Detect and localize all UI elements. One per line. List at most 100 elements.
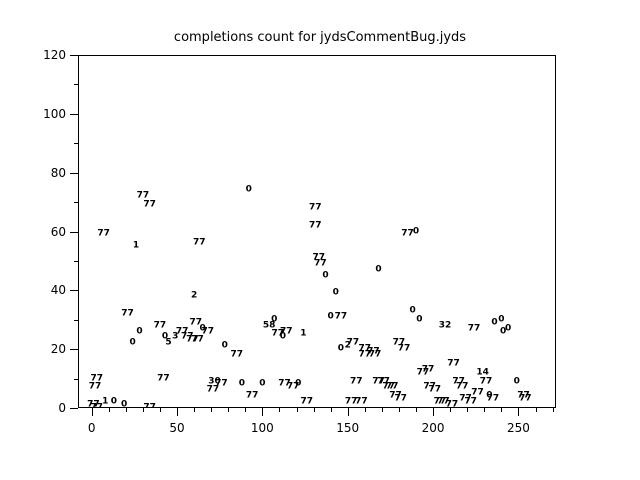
x-axis-minor-tick [467,408,469,412]
data-point: 77 [367,346,380,357]
y-axis-tick [70,290,78,292]
data-point: 77 [433,396,447,407]
y-axis-minor-tick [74,143,78,145]
data-point: 0 [120,399,128,408]
data-point: 77 [464,396,477,407]
data-point: 77 [157,373,170,384]
data-point: 77 [215,378,228,389]
y-axis-tick [70,172,78,174]
data-point: 77 [382,381,395,392]
x-axis-minor-tick [552,408,554,412]
data-point: 77 [206,384,220,395]
data-point: 77 [97,228,110,239]
data-point: 0 [332,287,339,298]
data-point: 0 [136,326,143,337]
y-axis-minor-tick [74,319,78,321]
y-axis-tick-label: 0 [58,401,66,415]
data-point: 0 [498,314,505,325]
data-point: 77 [278,378,291,389]
data-point: 0 [409,305,416,316]
data-point: 77 [368,349,382,360]
data-point: 0 [513,376,520,387]
data-point: 77 [312,252,325,263]
data-point: 77 [421,364,435,375]
x-axis-minor-tick [194,408,196,412]
data-point: 77 [245,390,259,401]
data-point: 58 [262,320,276,331]
data-point: 77 [344,396,358,407]
data-point: 77 [479,376,493,387]
x-axis-tick [347,408,349,416]
x-axis-minor-tick [296,408,298,412]
x-axis-tick [262,408,264,416]
data-point: 77 [334,311,348,322]
data-point: 0 [238,378,246,389]
data-point: 0 [259,378,266,389]
x-axis-minor-tick [450,408,452,412]
data-point: 14 [476,367,489,378]
data-point: 0 [161,331,169,342]
data-point: 77 [389,390,402,401]
data-point: 77 [486,393,500,404]
data-point: 32 [438,320,452,331]
x-axis-minor-tick [398,408,400,412]
data-point: 77 [88,381,102,392]
data-point: 0 [327,311,334,322]
x-axis-tick-label: 150 [336,421,360,435]
data-point: 77 [271,328,284,339]
data-point: 0 [412,226,420,236]
data-point: 77 [467,323,481,334]
data-point: 77 [153,320,167,331]
data-point: 1 [300,328,307,339]
data-point: 77 [180,331,194,342]
x-axis-minor-tick [381,408,383,412]
x-axis-minor-tick [364,408,366,412]
data-point: 77 [201,326,214,337]
data-point: 0 [279,331,286,342]
data-point: 77 [90,402,104,408]
data-point: 30 [208,376,221,387]
x-axis-minor-tick [211,408,213,412]
y-axis-tick-label: 40 [50,283,66,298]
data-point: 0 [486,390,493,401]
x-axis-tick-label: 0 [87,421,96,435]
y-axis-minor-tick [74,84,78,86]
x-axis-minor-tick [484,408,486,412]
y-axis-tick-label: 120 [43,48,66,62]
y-axis-minor-tick [74,378,78,380]
data-point: 77 [377,376,390,387]
data-point: 2 [344,340,351,351]
data-point: 77 [87,399,100,408]
data-point: 77 [286,381,300,392]
data-point: 0 [491,317,498,328]
x-axis-minor-tick [279,408,281,412]
y-axis-tick [70,231,78,233]
x-axis-tick [518,408,520,416]
data-point: 0 [375,264,382,275]
scatter-plot-area: 77 77 77 77 1 0 0 77 77 0 0 77 77 1 77 77 0 77 5 3 77 77 77 77 7… [78,55,556,408]
data-point: 77 [394,393,407,404]
data-point: 77 [397,343,411,354]
page-title: completions count for jydsCommentBug.jyd… [173,30,467,45]
x-axis-minor-tick [416,408,417,412]
data-point: 77 [452,376,465,387]
data-point: 0 [505,323,512,334]
y-axis-minor-tick [74,260,78,262]
y-axis-tick [70,408,78,409]
x-axis-minor-tick [108,408,110,412]
y-axis-tick [70,55,78,56]
data-point: 77 [385,381,399,392]
data-point: 0 [245,184,252,195]
data-point: 0 [322,270,329,281]
x-axis-minor-tick [125,408,127,412]
y-axis-tick-label: 60 [50,224,66,239]
plot-frame [78,55,556,408]
x-axis-minor-tick [245,408,247,412]
data-point: 77 [416,367,430,378]
y-axis-tick [70,349,78,351]
data-point: 0 [199,323,206,334]
x-axis-minor-tick [501,408,503,412]
data-point: 0 [129,337,136,348]
